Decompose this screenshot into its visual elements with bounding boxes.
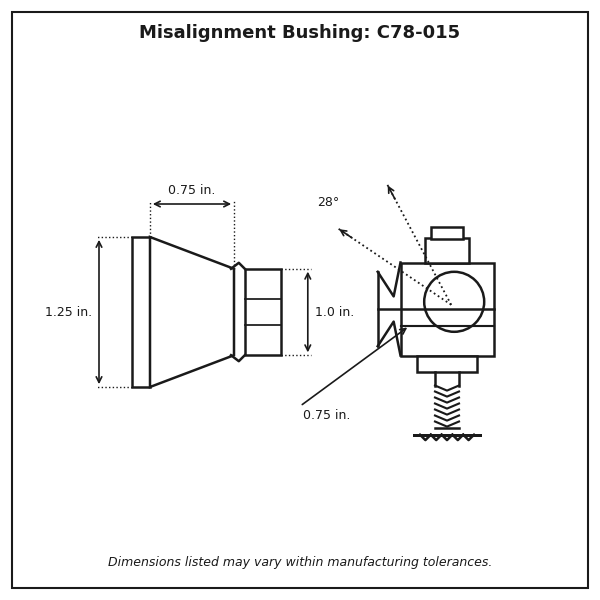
Bar (245, 269, 281, 355)
Text: 1.0 in.: 1.0 in. (315, 305, 354, 319)
Text: 28°: 28° (317, 196, 340, 209)
Bar (425, 238, 469, 263)
Text: 0.75 in.: 0.75 in. (169, 184, 215, 197)
Text: Dimensions listed may vary within manufacturing tolerances.: Dimensions listed may vary within manufa… (108, 556, 492, 569)
Bar (417, 355, 477, 372)
Text: 1.25 in.: 1.25 in. (44, 305, 92, 319)
Polygon shape (150, 237, 234, 387)
Bar (132, 237, 150, 387)
Bar (401, 263, 493, 355)
Circle shape (424, 272, 484, 332)
Text: Misalignment Bushing: C78-015: Misalignment Bushing: C78-015 (139, 24, 461, 42)
Text: 0.75 in.: 0.75 in. (303, 409, 350, 422)
Bar (431, 226, 463, 238)
